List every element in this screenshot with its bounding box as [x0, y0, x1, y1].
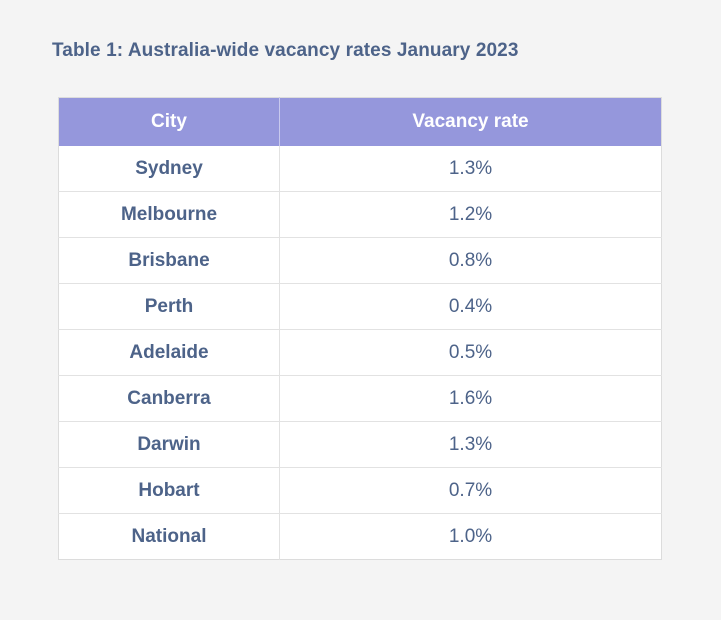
table-row: National 1.0%	[58, 513, 662, 560]
rate-cell: 0.5%	[279, 329, 662, 376]
city-cell: Adelaide	[58, 329, 280, 376]
table-row: Sydney 1.3%	[58, 146, 662, 192]
rate-cell: 0.4%	[279, 283, 662, 330]
city-cell: Hobart	[58, 467, 280, 514]
city-cell: Sydney	[58, 146, 280, 192]
table-row: Darwin 1.3%	[58, 421, 662, 468]
table-row: Perth 0.4%	[58, 283, 662, 330]
rate-cell: 1.2%	[279, 191, 662, 238]
table-header-row: City Vacancy rate	[58, 97, 662, 146]
table-row: Brisbane 0.8%	[58, 237, 662, 284]
table-row: Hobart 0.7%	[58, 467, 662, 514]
city-cell: National	[58, 513, 280, 560]
city-cell: Darwin	[58, 421, 280, 468]
column-header-city: City	[58, 97, 280, 146]
column-header-vacancy-rate: Vacancy rate	[279, 97, 662, 146]
rate-cell: 1.0%	[279, 513, 662, 560]
rate-cell: 0.8%	[279, 237, 662, 284]
rate-cell: 0.7%	[279, 467, 662, 514]
vacancy-rates-table: City Vacancy rate Sydney 1.3% Melbourne …	[58, 97, 662, 560]
city-cell: Melbourne	[58, 191, 280, 238]
table-row: Adelaide 0.5%	[58, 329, 662, 376]
table-row: Melbourne 1.2%	[58, 191, 662, 238]
rate-cell: 1.3%	[448, 157, 493, 179]
city-cell: Perth	[58, 283, 280, 330]
table-title: Table 1: Australia-wide vacancy rates Ja…	[52, 40, 519, 61]
table-row: Canberra 1.6%	[58, 375, 662, 422]
city-cell: Brisbane	[58, 237, 280, 284]
city-cell: Canberra	[58, 375, 280, 422]
rate-cell: 1.3%	[279, 421, 662, 468]
rate-cell: 1.6%	[279, 375, 662, 422]
